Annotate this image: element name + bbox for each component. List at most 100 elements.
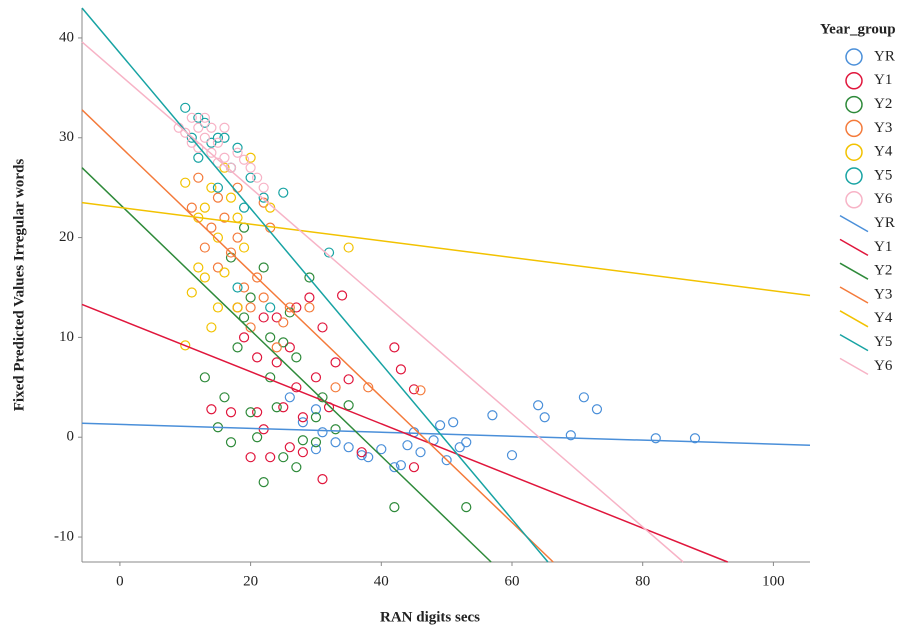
point bbox=[343, 400, 354, 411]
point bbox=[199, 242, 210, 253]
legend-label: YR bbox=[874, 215, 895, 231]
point bbox=[180, 340, 191, 351]
point bbox=[284, 342, 295, 353]
legend-marker bbox=[845, 191, 863, 209]
point bbox=[278, 317, 289, 328]
point bbox=[402, 440, 413, 451]
point bbox=[225, 437, 237, 448]
x-tick-label: 100 bbox=[762, 573, 785, 589]
point bbox=[317, 474, 328, 485]
point bbox=[206, 404, 217, 415]
point bbox=[291, 462, 302, 473]
point bbox=[271, 357, 282, 368]
point bbox=[193, 152, 204, 163]
legend-label: Y4 bbox=[874, 310, 893, 326]
point bbox=[278, 187, 289, 198]
legend-line bbox=[839, 238, 869, 257]
point bbox=[238, 154, 250, 165]
point bbox=[448, 417, 459, 428]
point bbox=[291, 382, 302, 393]
point bbox=[395, 460, 407, 471]
point bbox=[219, 122, 230, 133]
point bbox=[180, 127, 191, 138]
point bbox=[258, 262, 269, 273]
point bbox=[363, 452, 374, 463]
point bbox=[199, 132, 210, 143]
x-tick-label: 40 bbox=[374, 573, 389, 589]
point bbox=[297, 417, 308, 428]
point bbox=[317, 322, 328, 333]
point bbox=[186, 112, 197, 123]
point bbox=[395, 364, 407, 375]
point bbox=[238, 312, 250, 323]
point bbox=[245, 407, 256, 418]
legend-marker bbox=[845, 48, 863, 66]
fit-line bbox=[81, 303, 728, 563]
y-tick-label: 0 bbox=[67, 429, 75, 445]
point bbox=[199, 272, 210, 283]
point bbox=[238, 242, 250, 253]
point bbox=[186, 132, 197, 143]
y-tick-label: -10 bbox=[54, 528, 74, 544]
x-tick-label: 20 bbox=[243, 573, 258, 589]
legend-line bbox=[839, 333, 869, 352]
point bbox=[245, 152, 256, 163]
point bbox=[212, 302, 224, 313]
point bbox=[258, 182, 269, 193]
point bbox=[219, 212, 230, 223]
fit-line bbox=[81, 201, 811, 297]
point bbox=[245, 292, 256, 303]
legend-label: Y5 bbox=[874, 167, 892, 183]
point bbox=[415, 447, 426, 458]
point bbox=[284, 442, 295, 453]
point bbox=[186, 287, 197, 298]
legend-line bbox=[839, 214, 869, 233]
point bbox=[330, 357, 341, 368]
point bbox=[219, 132, 230, 143]
point bbox=[180, 177, 191, 188]
legend-line bbox=[839, 262, 869, 280]
fit-line bbox=[81, 41, 684, 563]
point bbox=[317, 427, 328, 438]
point bbox=[265, 202, 276, 213]
point bbox=[689, 433, 701, 444]
legend-label: Y2 bbox=[874, 263, 892, 279]
point bbox=[206, 137, 217, 148]
point bbox=[297, 412, 308, 423]
point bbox=[232, 282, 243, 293]
point bbox=[291, 352, 302, 363]
point bbox=[245, 452, 256, 463]
point bbox=[591, 404, 603, 415]
point bbox=[408, 384, 420, 395]
point bbox=[199, 112, 210, 123]
point bbox=[363, 382, 374, 393]
point bbox=[578, 392, 589, 403]
point bbox=[219, 152, 230, 163]
point bbox=[506, 450, 518, 461]
point bbox=[278, 452, 289, 463]
point bbox=[330, 382, 341, 393]
legend-label: Y5 bbox=[874, 334, 892, 350]
point bbox=[245, 322, 256, 333]
legend-title: Year_group bbox=[820, 21, 896, 37]
point bbox=[284, 302, 295, 313]
x-tick-label: 0 bbox=[116, 573, 124, 589]
point bbox=[304, 272, 315, 283]
legend-line bbox=[839, 286, 869, 304]
legend-label: Y4 bbox=[874, 144, 893, 160]
point bbox=[304, 302, 315, 313]
point bbox=[245, 162, 256, 173]
point bbox=[199, 117, 210, 128]
y-tick-label: 40 bbox=[59, 29, 74, 45]
point bbox=[206, 122, 217, 133]
point bbox=[356, 447, 367, 458]
legend-line bbox=[839, 310, 869, 328]
point bbox=[245, 172, 256, 183]
point bbox=[265, 452, 276, 463]
point bbox=[252, 272, 263, 283]
point bbox=[330, 424, 341, 435]
legend-marker bbox=[845, 72, 863, 90]
point bbox=[206, 322, 217, 333]
point bbox=[232, 142, 243, 153]
